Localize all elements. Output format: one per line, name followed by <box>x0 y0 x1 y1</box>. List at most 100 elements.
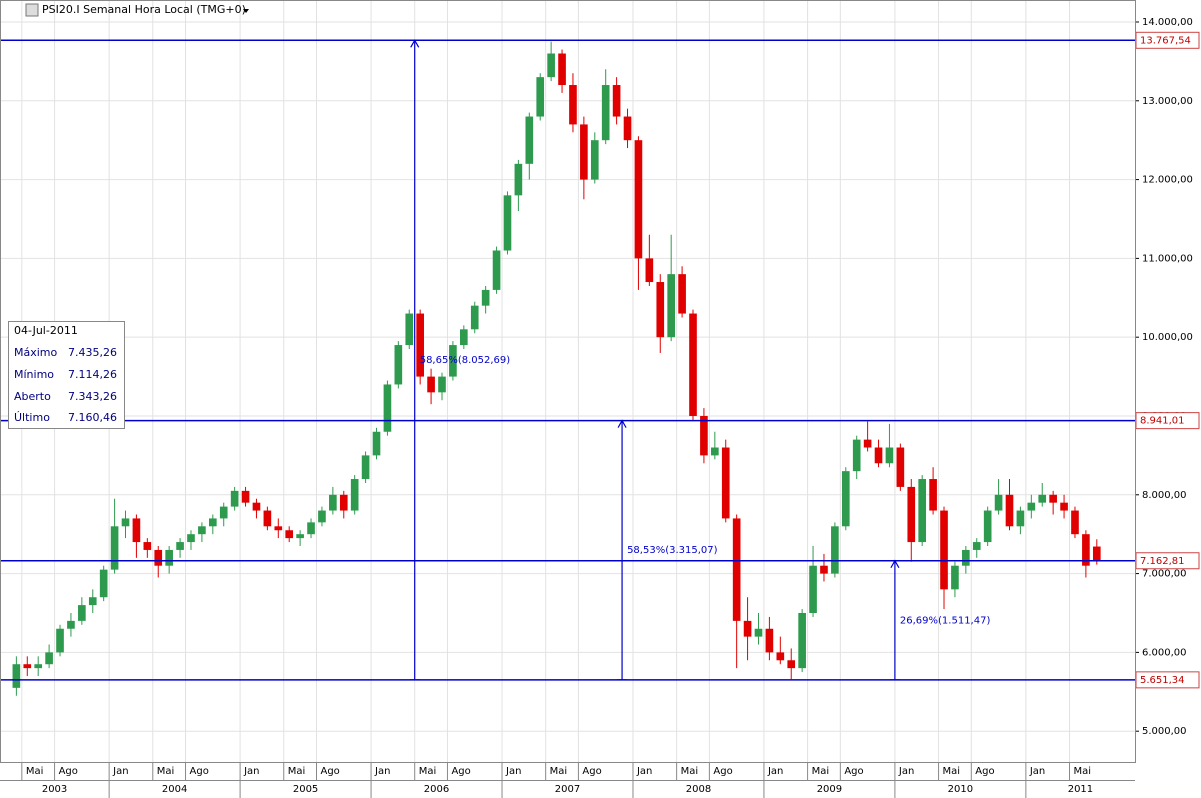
candle-body <box>1005 494 1014 527</box>
y-tick-label: 8.000,00 <box>1142 490 1187 501</box>
dropdown-arrow[interactable] <box>243 9 249 13</box>
candle-body <box>318 510 326 523</box>
candle-body <box>525 116 534 164</box>
candle-body <box>514 163 523 196</box>
y-tick-label: 13.000,00 <box>1142 96 1193 107</box>
year-label: 2005 <box>293 784 318 795</box>
candle-body <box>88 597 97 606</box>
candle-body <box>1027 502 1036 511</box>
candle-body <box>99 569 108 598</box>
candle-body <box>296 534 304 539</box>
candle-body <box>863 439 872 448</box>
arrow-head <box>617 419 627 428</box>
candle-body <box>918 479 927 543</box>
x-tick-label: Ago <box>190 766 209 777</box>
candle-body <box>885 447 894 464</box>
candle-body <box>623 116 632 141</box>
candle-body <box>645 258 654 283</box>
candle-body <box>110 526 119 570</box>
candle-body <box>383 384 392 432</box>
candle-body <box>667 274 675 338</box>
measure-label: 26,69%(1.511,47) <box>900 615 991 626</box>
candle-body <box>219 506 228 519</box>
y-tick-label: 14.000,00 <box>1142 17 1193 28</box>
candle-body <box>230 490 239 507</box>
x-tick-label: Mai <box>288 766 306 777</box>
candle-body <box>405 313 414 346</box>
candle-body <box>492 250 501 290</box>
candle-body <box>339 494 348 511</box>
candle-body <box>241 490 250 503</box>
candle-body <box>820 565 828 574</box>
candle-body <box>449 345 457 377</box>
x-tick-label: Ago <box>451 766 470 777</box>
candle-body <box>754 628 763 637</box>
candle-body <box>416 313 424 377</box>
x-tick-label: Mai <box>943 766 961 777</box>
candle-body <box>569 85 577 125</box>
reference-label: 13.767,54 <box>1140 35 1191 46</box>
info-value: 7.435,26 <box>68 346 117 359</box>
candle-body <box>929 479 937 511</box>
info-label: Máximo <box>14 346 58 359</box>
x-tick-label: Mai <box>26 766 44 777</box>
year-label: 2003 <box>42 784 67 795</box>
candle-body <box>841 471 850 527</box>
year-label: 2006 <box>424 784 449 795</box>
x-tick-label: Jan <box>898 766 914 777</box>
candle-body <box>962 549 970 566</box>
candle-body <box>711 447 719 456</box>
candle-body <box>743 620 752 637</box>
chart-title: PSI20.I Semanal Hora Local (TMG+0) <box>42 3 246 16</box>
candle-body <box>1071 510 1079 535</box>
candle-body <box>700 415 708 456</box>
candle-body <box>34 664 43 669</box>
candle-body <box>78 605 86 621</box>
candle-body <box>121 518 130 527</box>
x-tick-label: Mai <box>1074 766 1092 777</box>
x-tick-label: Jan <box>374 766 390 777</box>
arrow-head <box>890 559 900 569</box>
candle-body <box>165 549 173 566</box>
candle-body <box>460 329 468 346</box>
y-tick-label: 7.000,00 <box>1142 569 1187 580</box>
candle-body <box>601 85 610 141</box>
year-label: 2010 <box>948 784 973 795</box>
candle-body <box>481 289 490 306</box>
candle-body <box>983 510 992 543</box>
candle-body <box>56 628 64 653</box>
info-value: 7.160,46 <box>68 411 117 424</box>
candle-body <box>274 526 283 531</box>
y-tick-label: 6.000,00 <box>1142 647 1187 658</box>
x-tick-label: Ago <box>320 766 339 777</box>
candle-body <box>1016 510 1025 527</box>
candle-body <box>972 542 981 550</box>
candle-body <box>1049 494 1057 503</box>
y-tick-label: 12.000,00 <box>1142 175 1193 186</box>
measure-label: 58,53%(3.315,07) <box>627 545 718 556</box>
candle-body <box>45 652 53 665</box>
candle-body <box>1060 502 1068 511</box>
candle-body <box>470 305 479 330</box>
year-label: 2004 <box>162 784 187 795</box>
candle-body <box>154 549 163 566</box>
reference-label: 8.941,01 <box>1140 416 1185 427</box>
info-box: 04-Jul-2011 Máximo 7.435,26 Mínimo 7.114… <box>8 321 125 429</box>
candle-body <box>350 479 359 511</box>
overlay: 13.767,54 8.941,01 7.162,81 5.651,34 58,65%(… <box>0 31 1200 689</box>
candle-body <box>896 447 905 487</box>
candle-body <box>1082 534 1090 566</box>
year-label: 2007 <box>555 784 580 795</box>
candle-body <box>765 628 774 653</box>
arrow-head <box>410 39 420 48</box>
candle-body <box>558 53 566 86</box>
symbol-icon <box>25 3 39 17</box>
candle-body <box>994 494 1003 511</box>
info-label: Aberto <box>14 390 51 403</box>
candle-body <box>612 85 621 117</box>
info-value: 7.114,26 <box>68 368 117 381</box>
info-box-frame <box>8 321 125 429</box>
candle-body <box>776 652 785 661</box>
candle-body <box>787 660 796 669</box>
